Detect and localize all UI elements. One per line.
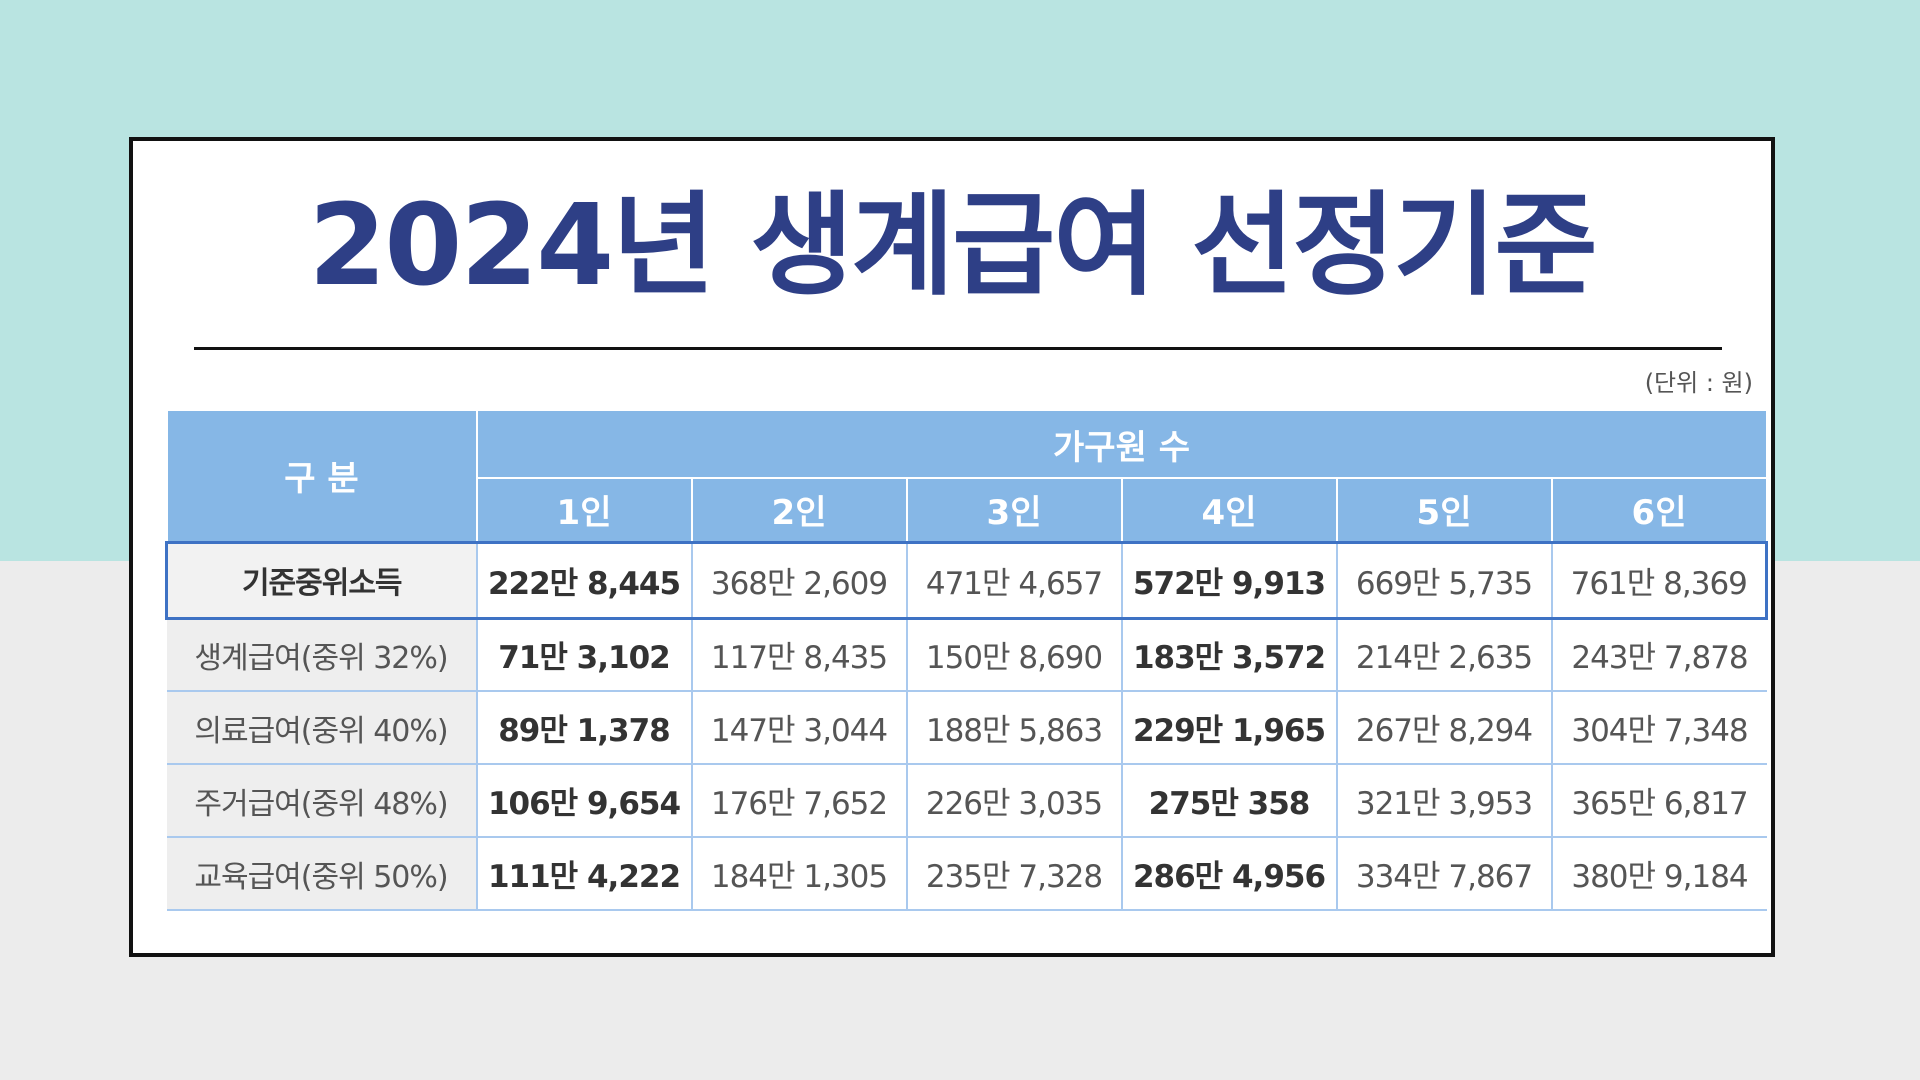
table-cell: 71만 3,102 xyxy=(476,618,693,692)
table-row: 주거급여(중위 48%) 106만 9,654 176만 7,652 226만 … xyxy=(166,764,1767,838)
table-cell: 243만 7,878 xyxy=(1551,618,1767,692)
table-cell: 761만 8,369 xyxy=(1551,540,1769,620)
row-label: 기준중위소득 xyxy=(165,540,478,620)
column-header: 6인 xyxy=(1550,477,1768,543)
table-cell: 111만 4,222 xyxy=(476,837,693,911)
table-cell: 304만 7,348 xyxy=(1551,691,1767,765)
table-cell: 368만 2,609 xyxy=(691,540,908,620)
table-cell: 222만 8,445 xyxy=(476,540,693,620)
table-cell: 572만 9,913 xyxy=(1121,540,1338,620)
row-label: 의료급여(중위 40%) xyxy=(166,691,478,765)
page-title: 2024년 생계급여 선정기준 xyxy=(308,181,1597,311)
table-cell: 365만 6,817 xyxy=(1551,764,1767,838)
table-cell: 275만 358 xyxy=(1121,764,1338,838)
table-cell: 380만 9,184 xyxy=(1551,837,1767,911)
row-label: 생계급여(중위 32%) xyxy=(166,618,478,692)
table-cell: 147만 3,044 xyxy=(691,691,908,765)
table-cell: 117만 8,435 xyxy=(691,618,908,692)
table-cell: 176만 7,652 xyxy=(691,764,908,838)
group-header: 가구원 수 xyxy=(475,409,1768,479)
table-cell: 214만 2,635 xyxy=(1336,618,1553,692)
table-cell: 267만 8,294 xyxy=(1336,691,1553,765)
table-cell: 226만 3,035 xyxy=(906,764,1123,838)
table-cell: 235만 7,328 xyxy=(906,837,1123,911)
table-cell: 106만 9,654 xyxy=(476,764,693,838)
table-row: 의료급여(중위 40%) 89만 1,378 147만 3,044 188만 5… xyxy=(166,691,1767,765)
unit-note: (단위 : 원) xyxy=(1644,369,1753,397)
table-cell: 89만 1,378 xyxy=(476,691,693,765)
table-cell: 321만 3,953 xyxy=(1336,764,1553,838)
table-cell: 229만 1,965 xyxy=(1121,691,1338,765)
column-header: 4인 xyxy=(1120,477,1338,543)
table-row: 생계급여(중위 32%) 71만 3,102 117만 8,435 150만 8… xyxy=(166,618,1767,692)
table-cell: 669만 5,735 xyxy=(1336,540,1553,620)
table-cell: 184만 1,305 xyxy=(691,837,908,911)
title-divider xyxy=(194,347,1722,350)
row-label: 주거급여(중위 48%) xyxy=(166,764,478,838)
table-cell: 471만 4,657 xyxy=(906,540,1123,620)
table-row: 교육급여(중위 50%) 111만 4,222 184만 1,305 235만 … xyxy=(166,837,1767,911)
column-header: 5인 xyxy=(1335,477,1553,543)
criteria-table: 구 분 가구원 수 1인 2인 3인 4인 5인 6인 기준중위소득 222만 … xyxy=(165,409,1769,911)
column-header: 2인 xyxy=(690,477,908,543)
row-label: 교육급여(중위 50%) xyxy=(166,837,478,911)
table-cell: 188만 5,863 xyxy=(906,691,1123,765)
corner-header: 구 분 xyxy=(165,409,478,543)
table-row: 기준중위소득 222만 8,445 368만 2,609 471만 4,657 … xyxy=(165,540,1769,620)
table-cell: 286만 4,956 xyxy=(1121,837,1338,911)
column-header: 3인 xyxy=(905,477,1123,543)
info-card: 2024년 생계급여 선정기준 (단위 : 원) 구 분 가구원 수 1인 2인… xyxy=(129,137,1775,957)
column-header: 1인 xyxy=(475,477,693,543)
table-cell: 334만 7,867 xyxy=(1336,837,1553,911)
table-cell: 183만 3,572 xyxy=(1121,618,1338,692)
table-cell: 150만 8,690 xyxy=(906,618,1123,692)
